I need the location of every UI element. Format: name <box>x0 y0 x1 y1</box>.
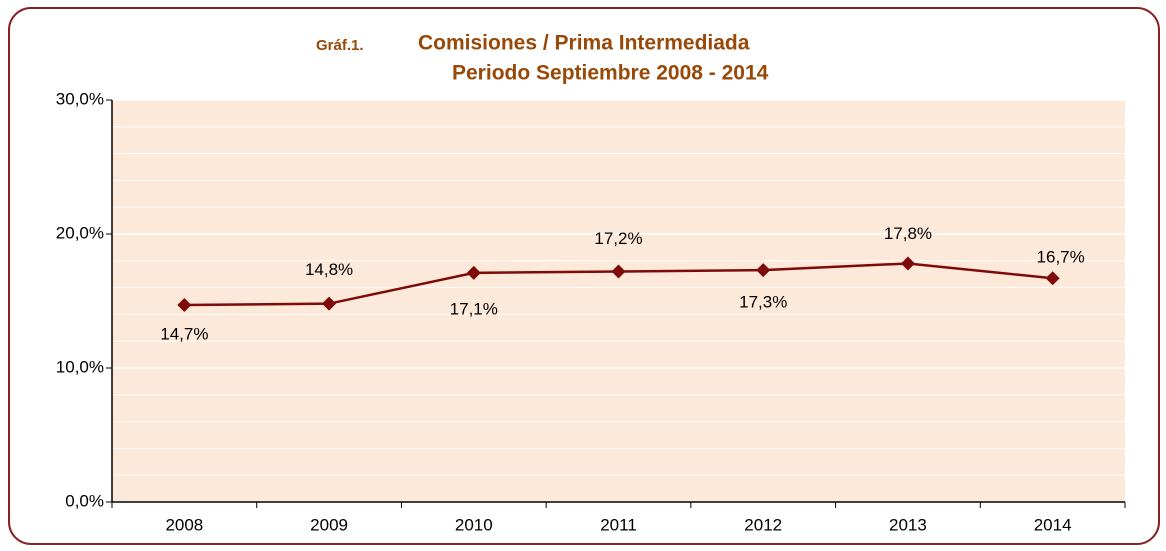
data-label: 16,7% <box>1037 248 1085 267</box>
marker <box>322 296 337 311</box>
marker <box>1045 271 1060 286</box>
marker <box>900 256 915 271</box>
x-tick-label: 2011 <box>600 515 637 534</box>
y-tick-label: 30,0% <box>56 89 104 108</box>
data-label: 17,2% <box>594 229 642 248</box>
y-tick-label: 0,0% <box>65 491 104 510</box>
x-tick-label: 2012 <box>744 515 782 534</box>
marker <box>466 265 481 280</box>
x-tick-label: 2014 <box>1034 515 1072 534</box>
data-label: 14,8% <box>305 260 353 279</box>
marker <box>611 264 626 279</box>
data-label: 17,8% <box>884 224 932 243</box>
y-tick-label: 20,0% <box>56 223 104 242</box>
x-tick-label: 2010 <box>455 515 493 534</box>
marker <box>177 298 192 313</box>
plot-area <box>112 100 1125 502</box>
data-label: 17,1% <box>450 299 498 318</box>
marker <box>756 263 771 278</box>
chart-subtitle: Periodo Septiembre 2008 - 2014 <box>452 62 769 85</box>
data-label: 17,3% <box>739 293 787 312</box>
x-tick-label: 2008 <box>165 515 203 534</box>
x-tick-label: 2013 <box>889 515 927 534</box>
chart-label: Gráf.1. <box>316 37 364 54</box>
x-tick-label: 2009 <box>310 515 348 534</box>
chart-title: Comisiones / Prima Intermediada <box>418 32 750 55</box>
y-tick-label: 10,0% <box>56 357 104 376</box>
data-label: 14,7% <box>160 325 208 344</box>
